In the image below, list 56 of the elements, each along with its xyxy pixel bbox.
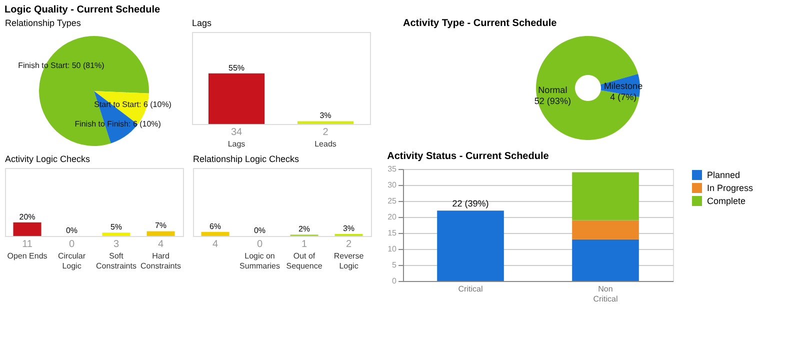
chart-title: Activity Status - Current Schedule: [387, 151, 550, 162]
chart-title: Logic Quality - Current Schedule: [4, 4, 161, 16]
text: 11: [22, 239, 33, 250]
x-tick-label: Critical: [458, 284, 483, 294]
x-tick-label: Logic on Summaries: [240, 252, 280, 270]
x-tick-label: Leads: [314, 140, 336, 148]
legend-label: Planned: [707, 170, 740, 180]
data-label: 4 (7%): [610, 92, 637, 102]
x-tick-label: Reverse Logic: [334, 252, 364, 270]
data-label: 3%: [320, 111, 332, 120]
y-tick-label: 10: [388, 244, 398, 254]
bar: [572, 220, 639, 240]
bar: [437, 210, 504, 281]
legend-label: In Progress: [707, 183, 754, 193]
data-label: 20%: [19, 212, 36, 222]
text: 0: [256, 239, 263, 250]
slice-label: Finish to Finish: 6 (10%): [74, 120, 162, 129]
data-label: 2%: [298, 224, 310, 234]
chart-title: Relationship Logic Checks: [193, 154, 300, 164]
x-tick-label: Soft Constraints: [96, 252, 136, 270]
text: 4: [158, 239, 164, 250]
text: 2: [346, 239, 352, 250]
text: 3: [113, 239, 120, 250]
chart-title: Activity Logic Checks: [5, 154, 91, 164]
data-label: 3%: [342, 224, 355, 233]
y-tick-label: 25: [388, 196, 398, 206]
text: 2: [322, 127, 329, 138]
text: 1: [301, 239, 308, 250]
data-label: 7%: [154, 221, 167, 230]
data-label: 0%: [254, 226, 266, 235]
y-tick-label: 5: [392, 260, 398, 270]
chart-title: Lags: [192, 18, 212, 28]
text: 34: [230, 127, 242, 138]
chart-title: Activity Type - Current Schedule: [403, 18, 558, 29]
total-label: 22 (39%): [452, 198, 489, 209]
data-label: 5%: [110, 222, 122, 232]
bar: [572, 172, 639, 220]
data-label: 55%: [228, 63, 245, 72]
x-tick-label: Out of Sequence: [286, 252, 323, 270]
text: 4: [212, 239, 218, 250]
x-tick-label: Non Critical: [593, 284, 618, 304]
x-tick-label: Open Ends: [7, 252, 48, 260]
x-tick-label: Hard Constraints: [140, 252, 181, 270]
text: 0: [68, 239, 75, 250]
data-label: 6%: [209, 222, 222, 231]
chart-subtitle: Relationship Types: [5, 18, 82, 28]
bar: [572, 239, 639, 281]
y-tick-label: 20: [388, 212, 398, 222]
y-tick-label: 35: [388, 164, 398, 174]
slice-label: Normal: [538, 84, 568, 95]
y-tick-label: 0: [392, 276, 398, 286]
y-tick-label: 30: [388, 180, 398, 190]
data-label: 0%: [66, 226, 78, 235]
legend-label: Complete: [707, 196, 746, 206]
x-tick-label: Circular Logic: [58, 252, 86, 270]
y-tick-label: 15: [388, 228, 398, 238]
